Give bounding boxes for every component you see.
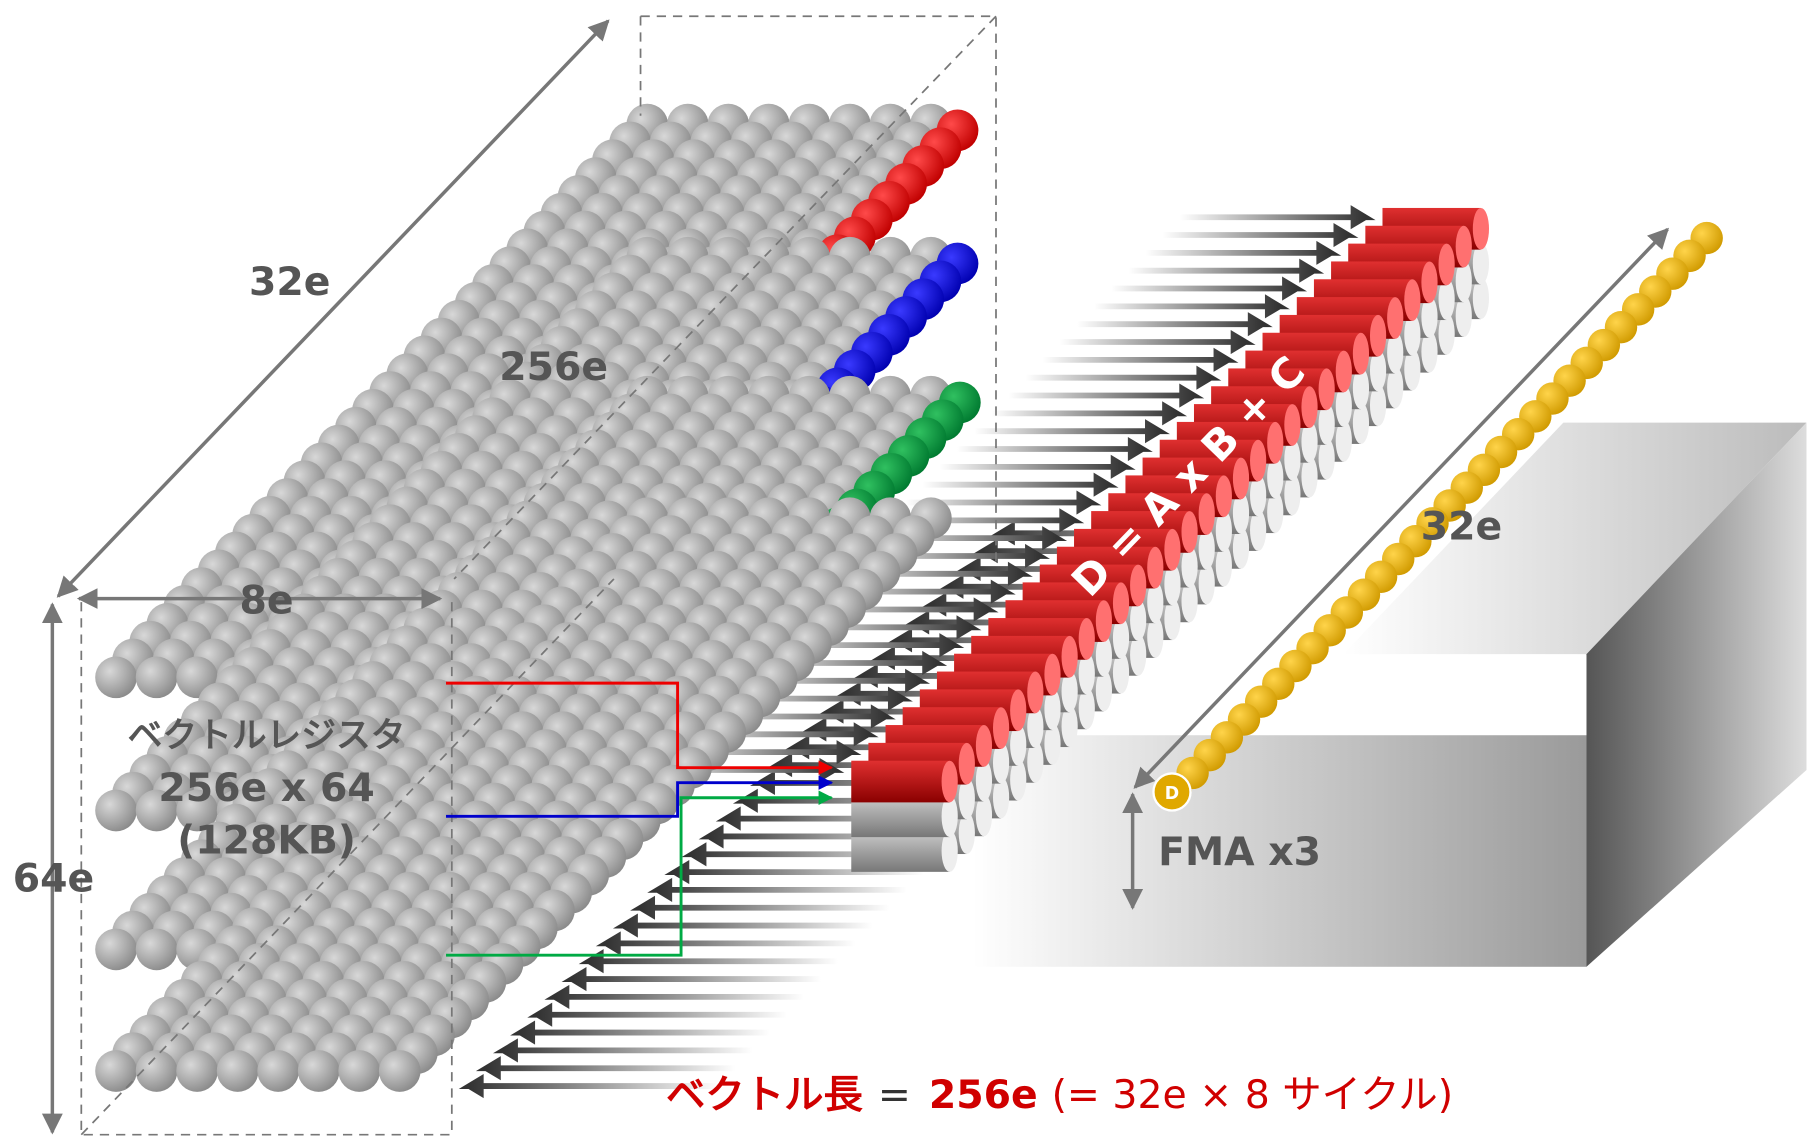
- pipeline-end: [1456, 226, 1472, 268]
- arrow-right: [957, 442, 1142, 456]
- pipeline-end: [959, 743, 975, 785]
- arrow-left: [623, 919, 872, 933]
- arrow-left: [658, 883, 907, 897]
- element: [257, 1050, 299, 1092]
- arrow-left: [555, 990, 804, 1004]
- pipeline-end: [1147, 547, 1163, 589]
- pipeline-end: [1439, 244, 1455, 286]
- arrow-right: [1043, 353, 1228, 367]
- pipeline-end: [1473, 208, 1489, 250]
- pipeline-end: [1044, 654, 1060, 696]
- page: {"dimensions":{"depth_left":"32e","row_l…: [0, 0, 1816, 1137]
- element: [136, 929, 178, 971]
- dim-label: 8e: [240, 578, 294, 624]
- pipeline-end: [976, 725, 992, 767]
- pipeline-end: [1387, 297, 1403, 339]
- diagram: ABCD = A x B + CD 32e 256e 8e 64e 32e ベク…: [0, 0, 1816, 1137]
- element: [176, 1050, 218, 1092]
- pipeline-end: [1267, 422, 1283, 464]
- fma-count: FMA x3: [1158, 829, 1321, 875]
- element: [136, 656, 178, 698]
- arrow-right: [1128, 264, 1313, 278]
- arrow-left: [572, 972, 821, 986]
- register-name: ベクトルレジスタ: [128, 716, 406, 756]
- element: [298, 1050, 340, 1092]
- arrow-right: [1009, 389, 1194, 403]
- dim-label: 32e: [1421, 504, 1502, 550]
- element: [338, 1050, 380, 1092]
- pipeline-end: [1233, 458, 1249, 500]
- arrow-left: [641, 901, 890, 915]
- element: [95, 790, 137, 832]
- dim-label: 64e: [13, 856, 94, 902]
- element: [95, 1050, 137, 1092]
- pipeline-end: [1421, 261, 1437, 303]
- element: [95, 656, 137, 698]
- arrow-right: [1180, 210, 1365, 224]
- arrow-right: [1163, 228, 1348, 242]
- pipeline-end: [1079, 618, 1095, 660]
- arrow-left: [538, 1008, 787, 1022]
- arrow-right: [991, 406, 1176, 420]
- result-label: D: [1165, 784, 1179, 804]
- footer-equals: =: [878, 1072, 911, 1118]
- pipeline-stage: [851, 761, 949, 803]
- footer: ベクトル長 = 256e (= 32e × 8 サイクル): [666, 1072, 1453, 1118]
- arrow-right: [1094, 299, 1279, 313]
- dim-label: 32e: [249, 259, 330, 305]
- pipeline-end: [1319, 368, 1335, 410]
- pipeline-end: [1301, 386, 1317, 428]
- arrow-right: [940, 460, 1125, 474]
- pipeline-end: [1353, 333, 1369, 375]
- footer-detail: (= 32e × 8 サイクル): [1052, 1072, 1454, 1118]
- register-bytes: (128KB): [177, 817, 356, 863]
- arrow-right: [974, 424, 1159, 438]
- pipeline-end: [1199, 493, 1215, 535]
- pipeline-end: [1336, 351, 1352, 393]
- arrow-left: [606, 936, 855, 950]
- pipeline-end: [1250, 440, 1266, 482]
- pipeline-end: [1010, 689, 1026, 731]
- arrow-left: [521, 1026, 770, 1040]
- footer-term: ベクトル長: [666, 1072, 863, 1118]
- element: [379, 1050, 421, 1092]
- arrow-right: [923, 478, 1108, 492]
- arrow-right: [1077, 317, 1262, 331]
- pipeline-end: [1096, 600, 1112, 642]
- arrow-right: [1146, 246, 1331, 260]
- pipeline-end: [1370, 315, 1386, 357]
- pipeline-end: [1130, 565, 1146, 607]
- pipeline-end: [1284, 404, 1300, 446]
- arrow-right: [1026, 371, 1211, 385]
- pipeline-end: [942, 761, 958, 803]
- pipeline-end: [1181, 511, 1197, 553]
- pipeline-end: [1164, 529, 1180, 571]
- arrow-left: [503, 1043, 752, 1057]
- pipeline-end: [1062, 636, 1078, 678]
- pipeline-end: [993, 707, 1009, 749]
- pipeline-end: [1027, 672, 1043, 714]
- element: [95, 929, 137, 971]
- register-size: 256e x 64: [158, 765, 374, 811]
- pipeline-end: [1216, 475, 1232, 517]
- pipeline-end: [1113, 582, 1129, 624]
- dim-label: 256e: [499, 344, 608, 390]
- footer-value: 256e: [929, 1072, 1038, 1118]
- arrow-right: [1060, 335, 1245, 349]
- element: [217, 1050, 259, 1092]
- arrow-right: [1111, 282, 1296, 296]
- pipeline-end: [1404, 279, 1420, 321]
